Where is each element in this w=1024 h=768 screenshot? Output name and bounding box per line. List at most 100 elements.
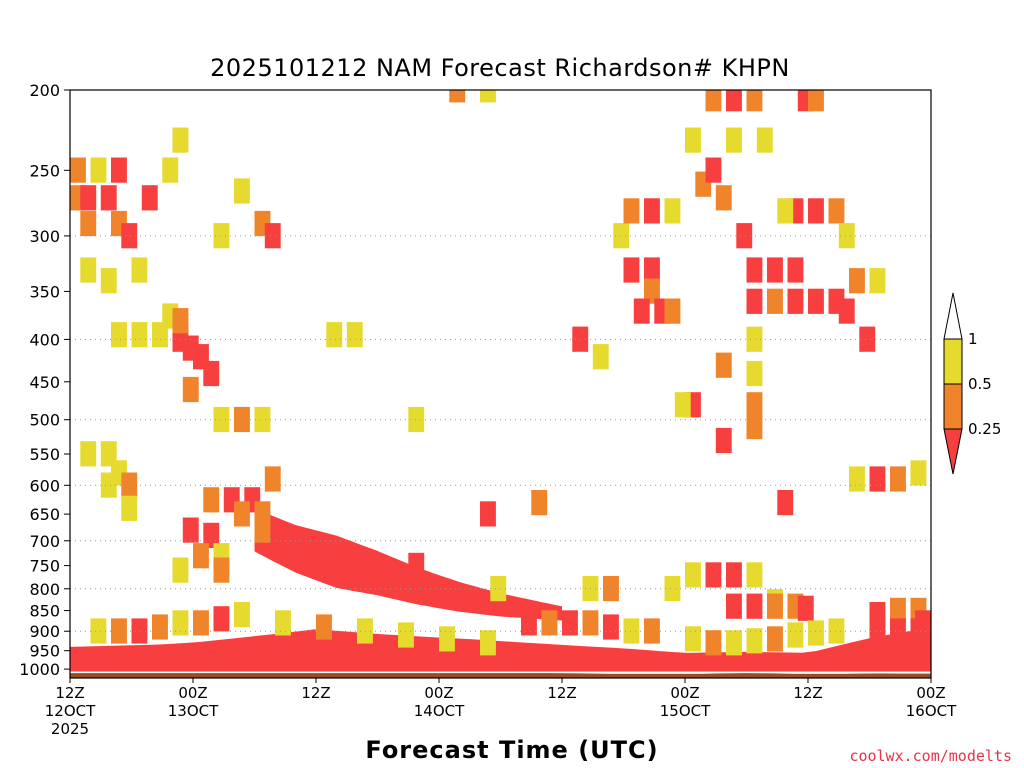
legend-label-0.5: 0.5 <box>968 375 992 393</box>
y-tick-label-450: 450 <box>29 373 60 392</box>
heatmap-cell <box>193 543 209 569</box>
heatmap-cell <box>80 185 97 211</box>
heatmap-cell <box>869 268 886 294</box>
heatmap-cell <box>746 392 763 418</box>
heatmap-cell <box>746 593 763 619</box>
heatmap-cell <box>705 157 722 183</box>
y-tick-label-650: 650 <box>29 505 60 524</box>
heatmap-cell <box>193 610 209 636</box>
heatmap-cell <box>172 610 189 636</box>
heatmap-cell <box>439 626 455 652</box>
heatmap-cell <box>849 466 865 492</box>
heatmap-cell <box>838 223 855 249</box>
heatmap-cell <box>603 614 619 640</box>
heatmap-cell <box>234 178 250 204</box>
heatmap-cell <box>705 630 722 656</box>
credit-text: coolwx.com/modelts <box>849 747 1012 765</box>
ground-layer <box>70 673 931 678</box>
heatmap-cell <box>859 326 876 352</box>
heatmap-cell <box>480 90 496 103</box>
heatmap-cell <box>121 223 138 249</box>
heatmap-cell <box>100 185 117 211</box>
heatmap-cell <box>203 522 220 548</box>
x-tick-label-7-1: 16OCT <box>906 702 957 720</box>
heatmap-cell <box>90 157 107 183</box>
heatmap-cell <box>172 127 189 153</box>
heatmap-cell <box>746 562 763 588</box>
heatmap-cell <box>613 223 630 249</box>
heatmap-cell <box>767 288 783 314</box>
x-tick-label-5-0: 00Z <box>670 684 699 702</box>
heatmap-cell <box>746 628 763 654</box>
heatmap-cell <box>254 406 271 433</box>
heatmap-cell <box>213 406 230 433</box>
y-tick-label-950: 950 <box>29 642 60 661</box>
heatmap-cell <box>664 576 681 602</box>
heatmap-cell <box>490 576 507 602</box>
heatmap-cell <box>111 618 127 644</box>
heatmap-cell <box>70 157 86 183</box>
legend-swatch-below-quarter <box>943 428 963 475</box>
heatmap-cell <box>746 288 763 314</box>
chart-title: 2025101212 NAM Forecast Richardson# KHPN <box>210 54 790 82</box>
heatmap-cell <box>705 562 722 588</box>
heatmap-cell <box>531 490 548 516</box>
x-tick-label-3-0: 00Z <box>424 684 453 702</box>
heatmap-cell <box>131 257 148 283</box>
heatmap-cell <box>131 618 148 644</box>
heatmap-cell <box>623 198 640 224</box>
heatmap-cell <box>664 298 681 324</box>
y-tick-label-250: 250 <box>29 161 60 180</box>
y-tick-label-550: 550 <box>29 445 60 464</box>
heatmap-cell <box>849 268 865 294</box>
y-tick-label-700: 700 <box>29 532 60 551</box>
heatmap-cell <box>746 414 763 440</box>
heatmap-cell <box>80 441 97 467</box>
heatmap-cell <box>910 460 927 486</box>
heatmap-cell <box>316 614 332 640</box>
heatmap-cell <box>562 610 578 636</box>
heatmap-cell <box>828 198 845 224</box>
heatmap-cell <box>787 257 804 283</box>
heatmap-cell <box>715 427 732 454</box>
heatmap-cell <box>777 490 794 516</box>
heatmap-cell <box>541 610 558 636</box>
heatmap-cell <box>582 610 599 636</box>
heatmap-cell <box>726 127 742 153</box>
heatmap-cell <box>408 406 425 433</box>
plot-frame <box>69 89 932 679</box>
heatmap-cell <box>726 90 742 112</box>
heatmap-cell <box>705 90 722 112</box>
x-tick-label-5-1: 15OCT <box>660 702 711 720</box>
heatmap-cell <box>254 517 271 543</box>
heatmap-cell <box>715 352 732 378</box>
x-tick-label-1-1: 13OCT <box>168 702 219 720</box>
legend-swatch-quarter-to-half <box>943 383 963 430</box>
heatmap-cell <box>275 610 291 636</box>
heatmap-cell <box>234 501 250 527</box>
heatmap-cell <box>644 278 660 304</box>
heatmap-cell <box>203 360 220 387</box>
heatmap-cell <box>726 630 742 656</box>
heatmap-cell <box>182 517 199 543</box>
heatmap-cell <box>644 198 660 224</box>
heatmap-cell <box>141 185 158 211</box>
heatmap-cell <box>152 614 168 640</box>
heatmap-band-0 <box>70 627 931 677</box>
x-tick-label-6-0: 12Z <box>793 684 822 702</box>
y-tick-label-800: 800 <box>29 580 60 599</box>
y-tick-label-900: 900 <box>29 622 60 641</box>
heatmap-cell <box>623 257 640 283</box>
heatmap-cell <box>121 495 138 521</box>
heatmap-cell <box>767 593 783 619</box>
heatmap-cell <box>633 298 650 324</box>
y-tick-label-750: 750 <box>29 557 60 576</box>
heatmap-cell <box>234 602 250 628</box>
legend-swatch-half-to-1 <box>943 338 963 385</box>
heatmap-cell <box>644 257 660 283</box>
heatmap-cell <box>890 597 906 623</box>
heatmap-cell <box>234 406 250 433</box>
heatmap-cell <box>346 322 363 348</box>
x-tick-label-4-0: 12Z <box>547 684 576 702</box>
